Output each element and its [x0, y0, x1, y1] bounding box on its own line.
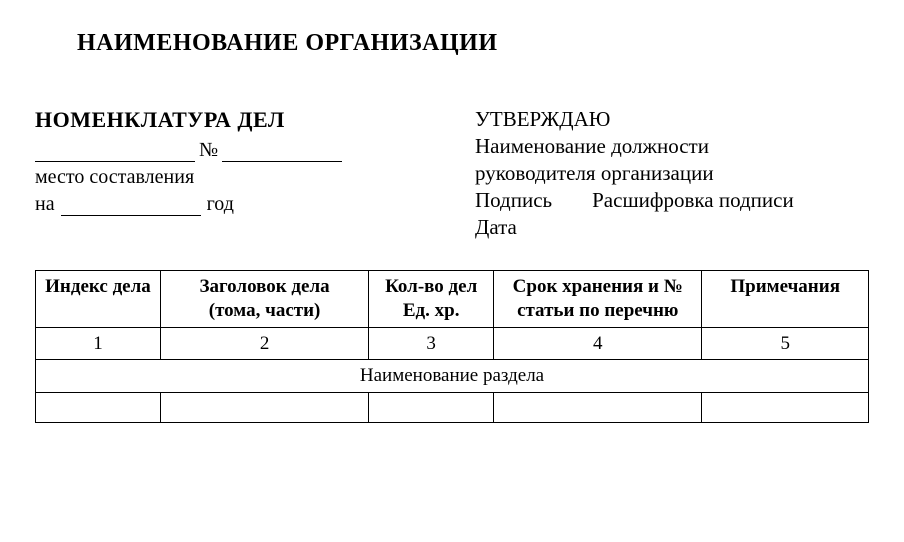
th-storage-l1: Срок хранения и № — [513, 276, 683, 297]
na-label: на — [35, 193, 55, 216]
position-line-2: руководителя организации — [475, 161, 869, 186]
number-blank-field[interactable] — [222, 140, 342, 162]
colnum-2: 2 — [160, 327, 368, 360]
table-number-row: 1 2 3 4 5 — [36, 327, 869, 360]
empty-cell[interactable] — [36, 393, 161, 423]
section-title-cell: Наименование раздела — [36, 360, 869, 393]
th-storage: Срок хранения и № статьи по перечню — [494, 271, 702, 328]
year-line: на год — [35, 193, 415, 216]
th-index: Индекс дела — [36, 271, 161, 328]
right-block: УТВЕРЖДАЮ Наименование должности руковод… — [475, 107, 869, 240]
th-notes: Примечания — [702, 271, 869, 328]
approve-label: УТВЕРЖДАЮ — [475, 107, 869, 132]
empty-cell[interactable] — [160, 393, 368, 423]
place-of-compilation: место составления — [35, 166, 415, 189]
nomenclature-title: НОМЕНКЛАТУРА ДЕЛ — [35, 107, 415, 133]
empty-cell[interactable] — [369, 393, 494, 423]
left-block: НОМЕНКЛАТУРА ДЕЛ № место составления на … — [35, 107, 415, 240]
th-title-l1: Заголовок дела — [199, 276, 329, 297]
table-header-row: Индекс дела Заголовок дела (тома, части)… — [36, 271, 869, 328]
colnum-5: 5 — [702, 327, 869, 360]
th-count: Кол-во дел Ед. хр. — [369, 271, 494, 328]
organization-title: НАИМЕНОВАНИЕ ОРГАНИЗАЦИИ — [77, 30, 869, 57]
th-title: Заголовок дела (тома, части) — [160, 271, 368, 328]
colnum-4: 4 — [494, 327, 702, 360]
header-row: НОМЕНКЛАТУРА ДЕЛ № место составления на … — [35, 107, 869, 240]
year-blank-field[interactable] — [61, 194, 201, 216]
number-sign: № — [199, 139, 218, 162]
signature-line: Подпись Расшифровка подписи — [475, 188, 869, 213]
colnum-1: 1 — [36, 327, 161, 360]
colnum-3: 3 — [369, 327, 494, 360]
table-section-row: Наименование раздела — [36, 360, 869, 393]
signature-label: Подпись — [475, 188, 552, 213]
position-line-1: Наименование должности — [475, 134, 869, 159]
th-count-l1: Кол-во дел — [385, 276, 477, 297]
empty-cell[interactable] — [702, 393, 869, 423]
th-storage-l2: статьи по перечню — [517, 300, 678, 321]
date-blank-field[interactable] — [35, 140, 195, 162]
nomenclature-table: Индекс дела Заголовок дела (тома, части)… — [35, 270, 869, 423]
god-label: год — [207, 193, 234, 216]
signature-decipher-label: Расшифровка подписи — [592, 188, 794, 213]
number-line: № — [35, 139, 415, 162]
th-title-l2: (тома, части) — [209, 300, 321, 321]
date-label: Дата — [475, 215, 869, 240]
th-count-l2: Ед. хр. — [403, 300, 460, 321]
table-empty-row — [36, 393, 869, 423]
empty-cell[interactable] — [494, 393, 702, 423]
